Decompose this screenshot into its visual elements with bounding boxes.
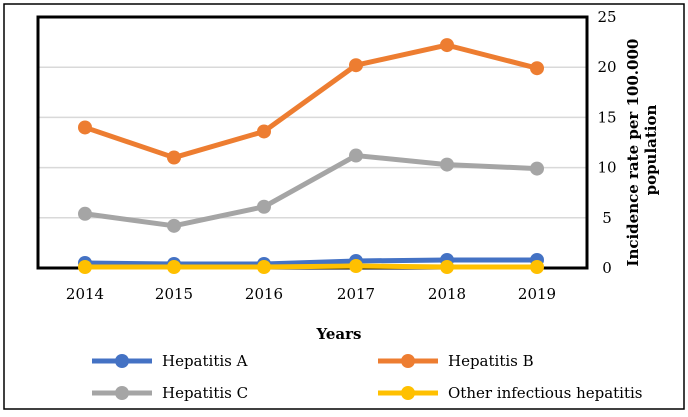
data-point [257, 124, 271, 139]
legend-item: Other infectious hepatitis [378, 384, 643, 402]
data-point [349, 148, 363, 163]
y-tick-label: 5 [602, 209, 612, 227]
series-line [84, 153, 538, 229]
series-line [85, 263, 537, 270]
series-layer [78, 38, 544, 274]
legend-label: Hepatitis A [162, 352, 248, 370]
data-point [440, 38, 454, 53]
legend-item: Hepatitis B [378, 352, 534, 370]
series-line [84, 257, 537, 267]
legend-swatch-marker [115, 354, 129, 368]
series-2 [78, 148, 544, 233]
y-axis-title: Incidence rate per 100.000 population [624, 33, 660, 266]
x-tick-label: 2019 [518, 285, 556, 303]
series-1 [78, 38, 544, 165]
outer-frame [3, 3, 685, 410]
legend-label: Hepatitis B [448, 352, 534, 370]
data-point [167, 218, 181, 233]
y-tick-label: 15 [597, 108, 616, 126]
data-point [349, 258, 363, 273]
x-tick-label: 2015 [155, 285, 193, 303]
y-tick-label: 20 [597, 58, 616, 76]
x-tick-label: 2017 [337, 285, 375, 303]
data-point [440, 259, 454, 274]
data-point [530, 259, 544, 274]
data-point [349, 58, 363, 73]
y-axis-title-line1: Incidence rate per 100.000 [624, 39, 642, 267]
data-point [530, 161, 544, 176]
data-point [78, 259, 92, 274]
x-tick-label: 2016 [245, 285, 283, 303]
data-point [257, 259, 271, 274]
legend: Hepatitis A Hepatitis B Hepatitis C Other i… [92, 352, 643, 402]
data-point [167, 259, 181, 274]
x-tick-label: 2014 [66, 285, 104, 303]
data-point [78, 120, 92, 135]
legend-swatch-marker [401, 386, 415, 400]
data-point [440, 157, 454, 172]
legend-swatch-marker [115, 386, 129, 400]
data-point [530, 61, 544, 76]
legend-label: Hepatitis C [162, 384, 248, 402]
y-axis-title-line2: population [642, 104, 660, 195]
series-line [84, 42, 538, 161]
x-tick-labels: 2014 2015 2016 2017 2018 2019 [66, 285, 556, 303]
data-point [78, 206, 92, 221]
x-tick-label: 2018 [428, 285, 466, 303]
y-tick-label: 10 [597, 159, 616, 177]
series-3 [78, 258, 544, 274]
data-point [257, 199, 271, 214]
legend-label: Other infectious hepatitis [448, 384, 643, 402]
y-tick-labels: 0 5 10 15 20 25 [597, 8, 616, 277]
legend-item: Hepatitis A [92, 352, 248, 370]
legend-item: Hepatitis C [92, 384, 248, 402]
y-tick-label: 25 [597, 8, 616, 26]
x-axis-title: Years [315, 325, 361, 343]
legend-swatch-marker [401, 354, 415, 368]
y-tick-label: 0 [602, 259, 612, 277]
data-point [167, 150, 181, 165]
